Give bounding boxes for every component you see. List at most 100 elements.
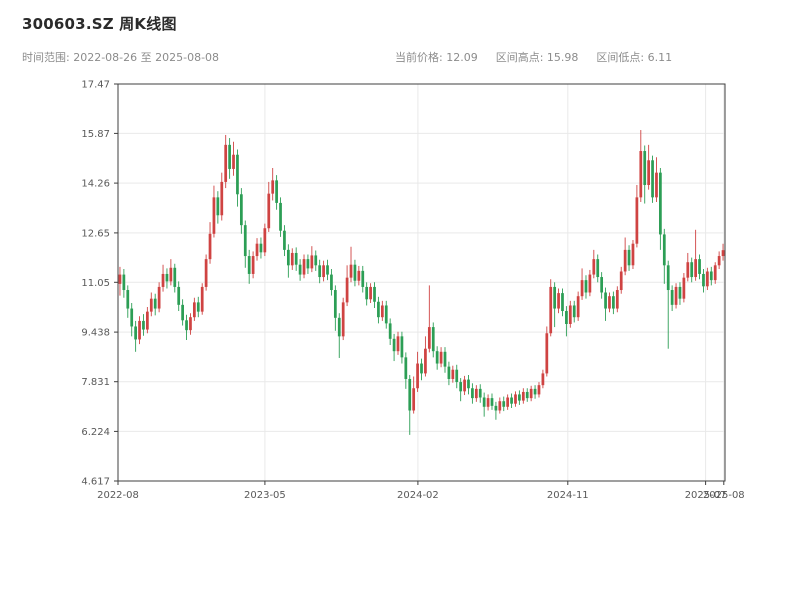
candle-body: [330, 274, 333, 291]
candle-body: [525, 391, 529, 399]
candle: [651, 155, 654, 203]
y-tick-label: 11.05: [81, 278, 110, 289]
candle: [345, 265, 349, 307]
candle-body: [576, 296, 580, 318]
candle: [349, 246, 353, 283]
candle: [161, 264, 165, 292]
candle-body: [341, 302, 345, 337]
candle-body: [580, 280, 584, 297]
candle: [302, 254, 306, 279]
y-tick-label: 14.26: [81, 179, 110, 190]
candle-body: [196, 302, 200, 312]
candle: [310, 246, 314, 273]
candle-body: [279, 202, 282, 231]
candle-body: [659, 172, 662, 235]
candle-body: [627, 249, 631, 266]
candle: [169, 259, 173, 286]
candle: [408, 374, 412, 435]
candle-body: [380, 305, 384, 318]
candle-body: [455, 369, 459, 383]
candle: [561, 288, 564, 317]
candle: [490, 393, 494, 410]
candle-body: [635, 197, 639, 244]
candle: [498, 397, 502, 414]
candle: [138, 316, 141, 345]
candle-body: [643, 151, 647, 186]
candle: [200, 283, 204, 315]
candle-body: [220, 181, 224, 216]
candle-body: [232, 154, 235, 169]
candle: [306, 254, 310, 274]
candle: [427, 285, 431, 353]
candle: [212, 185, 216, 238]
candle: [341, 297, 345, 341]
candle: [451, 365, 455, 383]
candle-body: [224, 144, 228, 182]
candle-body: [396, 336, 400, 352]
page-title: 300603.SZ 周K线图: [22, 15, 177, 33]
candle: [678, 282, 682, 305]
candle-body: [690, 262, 694, 278]
candle-body: [537, 385, 541, 395]
candle-body: [655, 172, 658, 198]
candle: [533, 385, 537, 399]
candle-body: [474, 388, 478, 399]
candle-body: [388, 323, 392, 339]
candle: [142, 314, 145, 336]
candle-body: [365, 286, 369, 300]
candle: [572, 300, 576, 323]
candle-body: [612, 296, 615, 309]
candle: [478, 384, 482, 403]
candle: [204, 254, 208, 291]
candle: [157, 282, 161, 313]
candle-body: [239, 194, 243, 226]
candle: [424, 336, 427, 377]
candle-body: [588, 274, 592, 293]
candle: [255, 238, 259, 261]
candle: [247, 249, 251, 284]
candle: [377, 296, 380, 324]
candle: [416, 351, 419, 392]
candle-body: [717, 256, 721, 266]
candle-body: [185, 320, 188, 331]
candle: [294, 247, 298, 271]
candle-body: [494, 405, 498, 411]
candle-body: [521, 391, 525, 401]
candle-body: [623, 249, 627, 272]
candle: [330, 269, 333, 296]
candle-body: [377, 301, 380, 318]
candle-body: [267, 193, 271, 229]
candle: [275, 175, 278, 210]
candle: [361, 265, 365, 293]
candle-body: [243, 225, 247, 257]
candle-body: [271, 180, 275, 194]
candle: [529, 385, 533, 402]
candle-body: [345, 277, 349, 303]
candle: [627, 245, 631, 271]
candle: [647, 144, 650, 190]
candle-body: [549, 286, 553, 334]
candle-body: [153, 298, 157, 309]
candle-body: [306, 259, 310, 269]
candle-body: [553, 286, 557, 309]
x-tick-label: 2024-11: [547, 490, 589, 501]
candle-body: [604, 292, 607, 309]
candle-body: [713, 265, 717, 281]
candle: [537, 382, 541, 398]
candle: [596, 254, 600, 283]
candle-body: [302, 259, 306, 275]
x-tick-label: 2022-08: [97, 490, 139, 501]
candle-body: [118, 274, 122, 284]
candle: [549, 279, 553, 337]
candle-body: [357, 270, 361, 281]
candle-body: [670, 290, 674, 305]
candle-body: [506, 397, 510, 407]
candle-body: [412, 388, 416, 411]
candle: [592, 249, 596, 279]
candle: [474, 385, 478, 402]
candle: [267, 181, 271, 232]
candle-body: [122, 274, 126, 291]
candle-body: [416, 363, 419, 389]
price-stats: 当前价格: 12.09 区间高点: 15.98 区间低点: 6.11: [395, 49, 672, 65]
